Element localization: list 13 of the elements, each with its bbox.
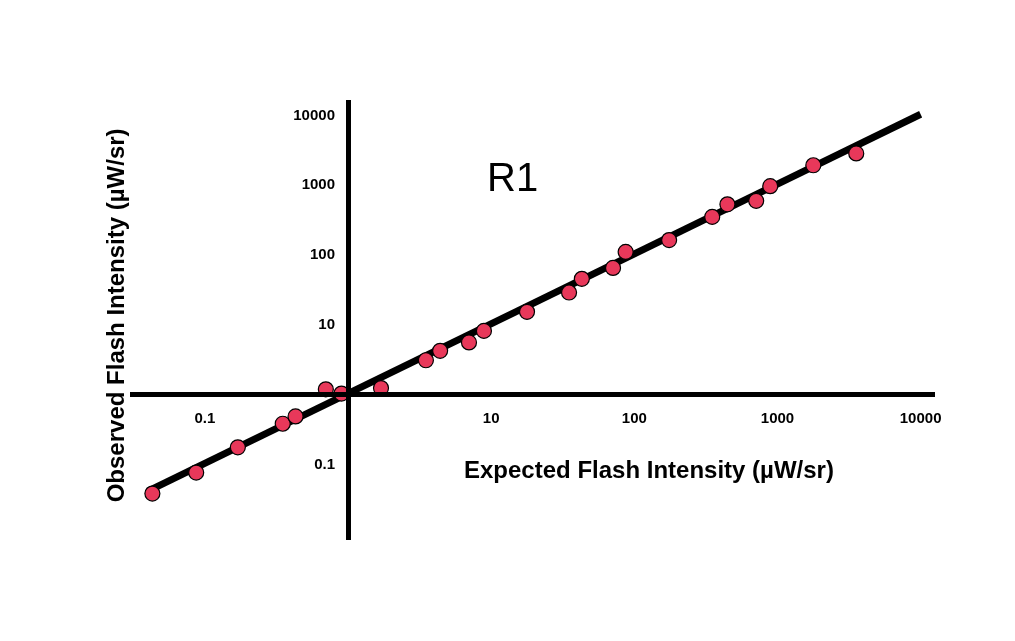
x-tick-label: 1000	[760, 408, 795, 426]
x-tick-label: 10000	[899, 408, 942, 426]
x-tick-label: 0.1	[194, 408, 216, 426]
y-tick-label: 100	[309, 245, 336, 263]
x-tick-label: 100	[621, 408, 647, 426]
y-tick-label: 10	[318, 314, 336, 332]
y-tick-label: 0.1	[314, 454, 336, 472]
x-axis-title: Expected Flash Intensity (µW/sr)	[464, 456, 834, 483]
x-tick-label: 10	[482, 408, 500, 426]
y-tick-label: 1000	[301, 175, 336, 193]
y-axis-title: Observed Flash Intensity (µW/sr)	[102, 128, 130, 503]
annotation: R1	[487, 155, 539, 199]
y-tick-label: 10000	[293, 105, 336, 123]
